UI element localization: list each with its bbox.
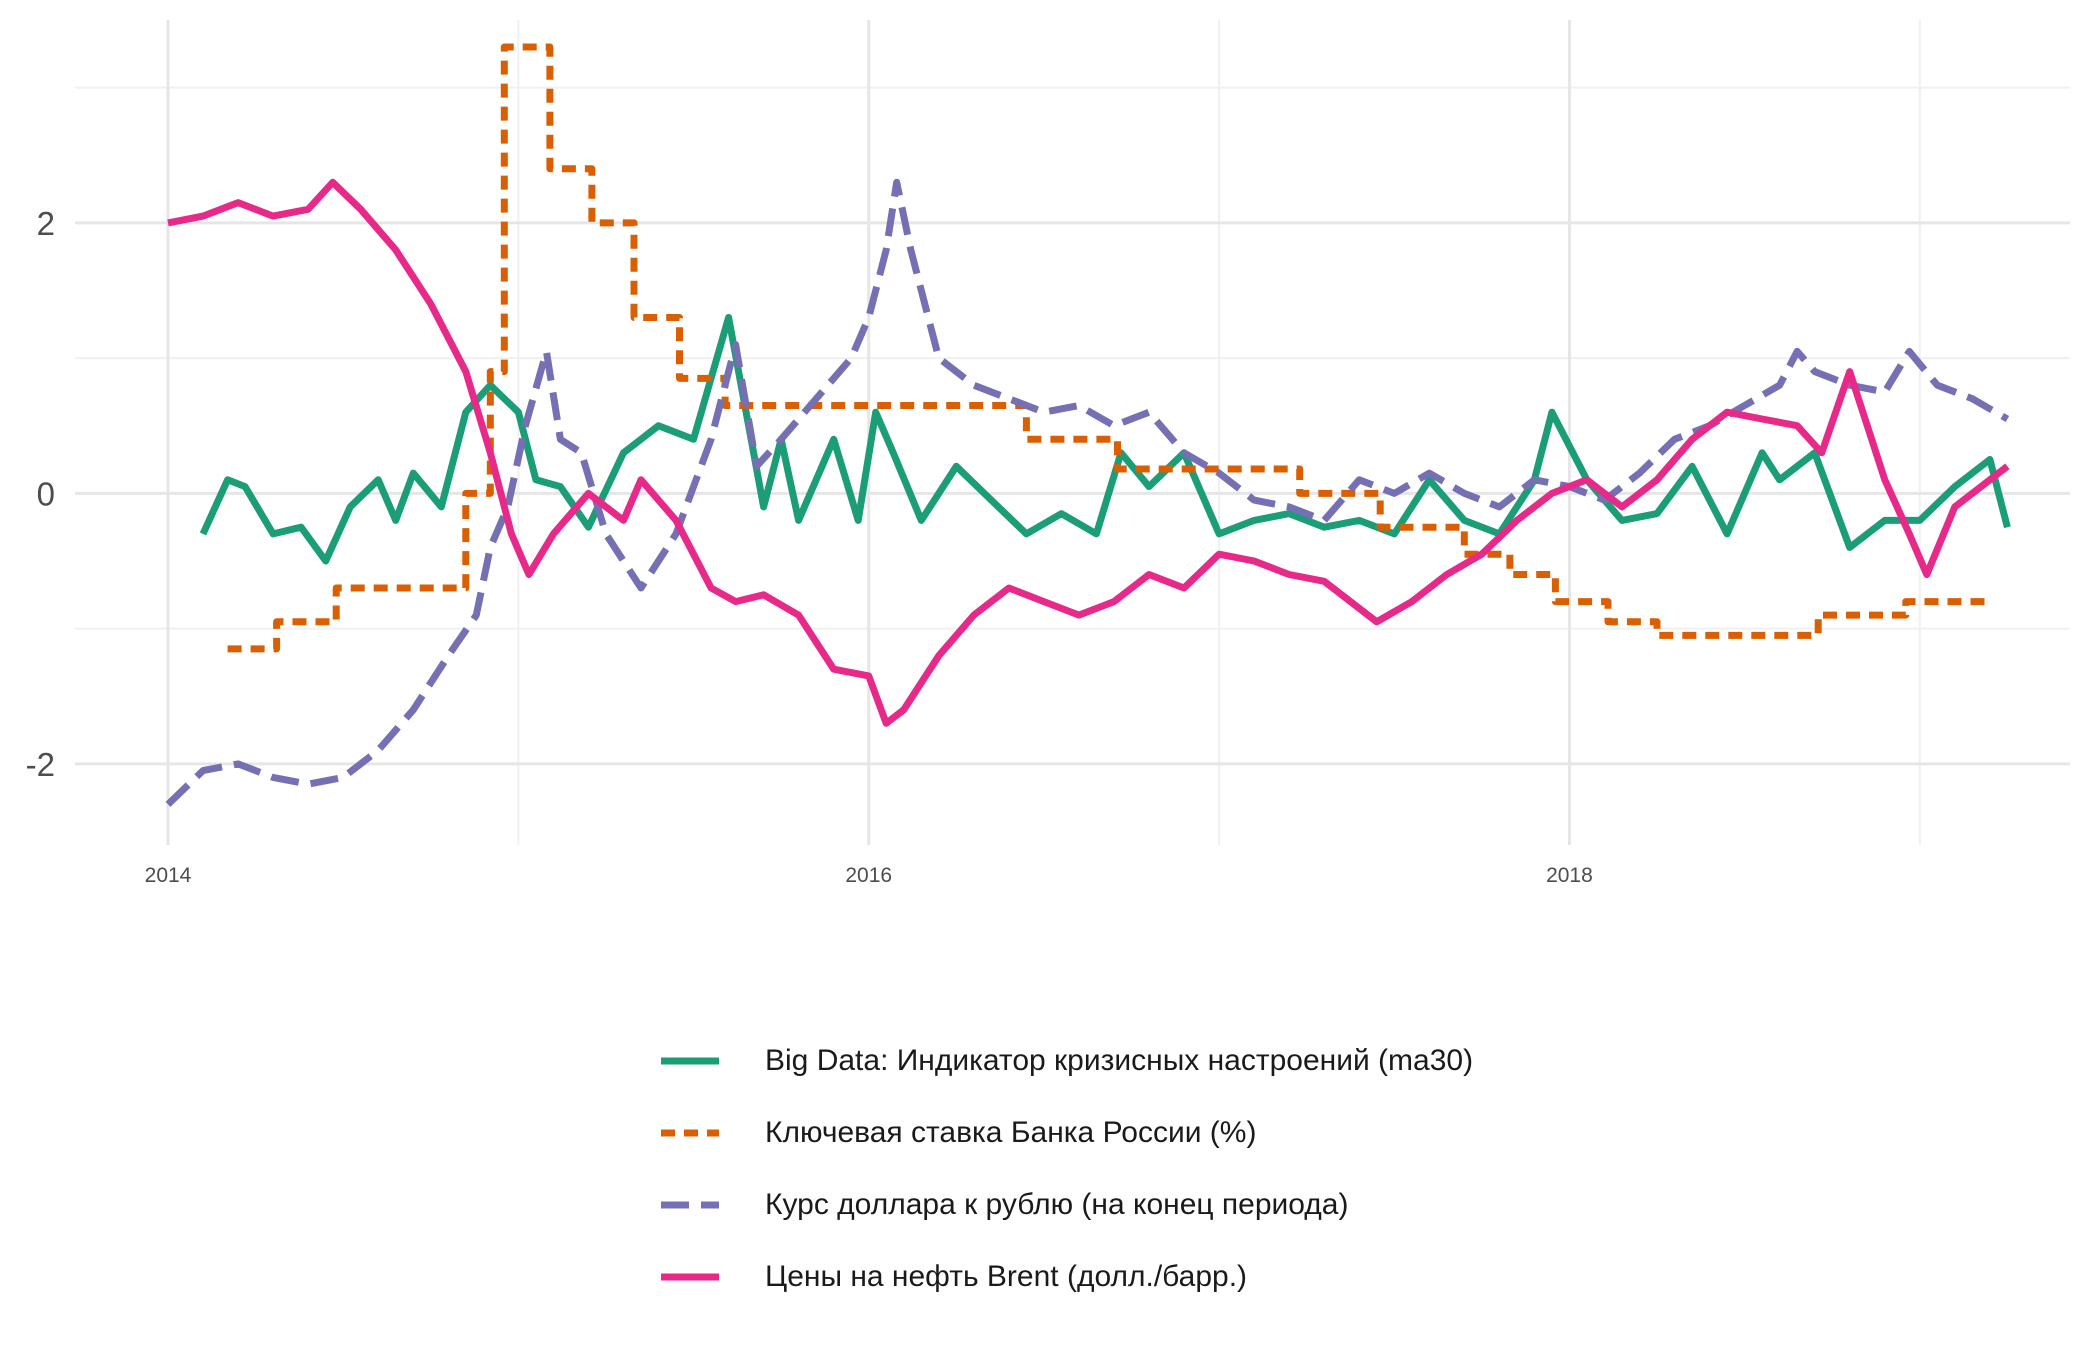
grid-major-y — [75, 221, 2070, 766]
legend-key-brent — [655, 1267, 765, 1287]
legend-label-brent: Цены на нефть Brent (долл./барр.) — [765, 1260, 1248, 1293]
y-tick-label: 0 — [37, 475, 55, 512]
legend-item: Big Data: Индикатор кризисных настроений… — [655, 1025, 1555, 1097]
y-tick-label: 2 — [37, 205, 55, 242]
y-tick-labels: -2 0 2 — [26, 205, 55, 783]
x-tick-label: 2018 — [1546, 864, 1593, 887]
legend-label-crisis-indicator: Big Data: Индикатор кризисных настроений… — [765, 1044, 1474, 1077]
series-crisis-indicator — [199, 314, 2011, 565]
x-tick-labels: 2014 2016 2018 — [145, 864, 1593, 887]
legend-item: Ключевая ставка Банка России (%) — [655, 1097, 1555, 1169]
x-tick-label: 2016 — [845, 864, 892, 887]
legend-key-key-rate — [655, 1123, 765, 1143]
series-group — [165, 43, 2011, 807]
legend: Big Data: Индикатор кризисных настроений… — [655, 1025, 1555, 1313]
series-brent — [167, 178, 2010, 727]
grid-minor-y — [75, 86, 2070, 630]
legend-label-key-rate: Ключевая ставка Банка России (%) — [765, 1116, 1257, 1149]
legend-key-crisis-indicator — [655, 1051, 765, 1071]
grid — [75, 20, 2070, 845]
line-chart: -2 0 2 2014 2016 2018 — [26, 20, 2070, 887]
legend-item: Цены на нефть Brent (долл./барр.) — [655, 1241, 1555, 1313]
legend-key-usd-rub — [655, 1195, 765, 1215]
x-tick-label: 2014 — [145, 864, 192, 887]
grid-minor-x — [517, 20, 1921, 845]
grid-major-x — [166, 20, 1571, 845]
legend-label-usd-rub: Курс доллара к рублю (на конец периода) — [765, 1188, 1349, 1221]
y-tick-label: -2 — [26, 746, 55, 783]
legend-item: Курс доллара к рублю (на конец периода) — [655, 1169, 1555, 1241]
series-key-rate — [227, 43, 1994, 653]
